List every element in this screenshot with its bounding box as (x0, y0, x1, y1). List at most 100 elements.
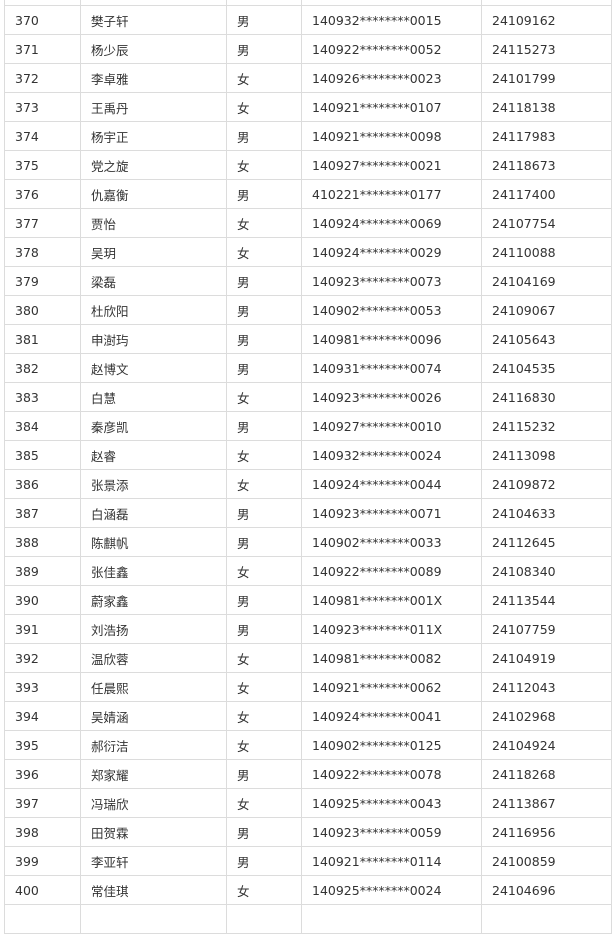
table-row: 378 吴玥女 140924********0029 24110088 (4, 237, 612, 267)
student-name: 樊子轩 (80, 5, 227, 35)
table-row: 391 刘浩扬男 140923********011X 24107759 (4, 614, 612, 644)
id-number: 140921********0107 (301, 92, 482, 122)
exam-number: 24117983 (481, 121, 612, 151)
table-row: 393 任晨熙女 140921********0062 24112043 (4, 672, 612, 702)
table-row: 394 吴婧涵女 140924********0041 24102968 (4, 701, 612, 731)
row-number: 392 (4, 643, 81, 673)
id-number: 140923********0071 (301, 498, 482, 528)
gender: 男 (226, 34, 302, 64)
row-number: 400 (4, 875, 81, 905)
student-name: 梁磊 (80, 266, 227, 296)
row-number: 391 (4, 614, 81, 644)
id-number: 140923********0059 (301, 817, 482, 847)
exam-number: 24115232 (481, 411, 612, 441)
table-row: 375 党之旋女 140927********0021 24118673 (4, 150, 612, 180)
student-name: 白涵磊 (80, 498, 227, 528)
id-number: 140925********0024 (301, 875, 482, 905)
gender: 女 (226, 556, 302, 586)
gender: 女 (226, 440, 302, 470)
student-name: 任晨熙 (80, 672, 227, 702)
exam-number: 24105643 (481, 324, 612, 354)
table-row: 370 樊子轩男 140932********0015 24109162 (4, 5, 612, 35)
student-name: 李卓雅 (80, 63, 227, 93)
row-number: 376 (4, 179, 81, 209)
exam-number: 24104633 (481, 498, 612, 528)
student-name: 党之旋 (80, 150, 227, 180)
gender: 女 (226, 208, 302, 238)
table-row: 385 赵睿女 140932********0024 24113098 (4, 440, 612, 470)
row-number: 378 (4, 237, 81, 267)
row-number: 370 (4, 5, 81, 35)
id-number: 140902********0053 (301, 295, 482, 325)
gender: 男 (226, 759, 302, 789)
gender: 男 (226, 817, 302, 847)
id-number: 140922********0052 (301, 34, 482, 64)
student-name: 郝衍洁 (80, 730, 227, 760)
exam-number: 24102968 (481, 701, 612, 731)
row-number: 386 (4, 469, 81, 499)
gender: 女 (226, 701, 302, 731)
table-row: 388 陈麒帆男 140902********0033 24112645 (4, 527, 612, 557)
gender: 男 (226, 353, 302, 383)
table-row: 379 梁磊男 140923********0073 24104169 (4, 266, 612, 296)
id-number: 140981********001X (301, 585, 482, 615)
gender: 男 (226, 266, 302, 296)
exam-number: 24104696 (481, 875, 612, 905)
table-row: 383 白慧女 140923********0026 24116830 (4, 382, 612, 412)
id-number: 140924********0044 (301, 469, 482, 499)
gender: 女 (226, 875, 302, 905)
id-number: 140902********0033 (301, 527, 482, 557)
gender: 女 (226, 150, 302, 180)
student-name: 张景添 (80, 469, 227, 499)
student-name: 温欣蓉 (80, 643, 227, 673)
row-number: 371 (4, 34, 81, 64)
row-number: 384 (4, 411, 81, 441)
gender: 男 (226, 295, 302, 325)
id-number: 140932********0015 (301, 5, 482, 35)
exam-number: 24109872 (481, 469, 612, 499)
student-name: 吴玥 (80, 237, 227, 267)
student-name: 仇嘉衡 (80, 179, 227, 209)
student-name: 赵博文 (80, 353, 227, 383)
row-number: 373 (4, 92, 81, 122)
id-number: 140926********0023 (301, 63, 482, 93)
table-row: 400 常佳琪女 140925********0024 24104696 (4, 875, 612, 905)
id-number: 140927********0010 (301, 411, 482, 441)
gender: 男 (226, 324, 302, 354)
id-number: 140927********0021 (301, 150, 482, 180)
table-row: 381 申澍玙男 140981********0096 24105643 (4, 324, 612, 354)
table-row: 376 仇嘉衡男 410221********0177 24117400 (4, 179, 612, 209)
id-number: 140924********0069 (301, 208, 482, 238)
row-number: 399 (4, 846, 81, 876)
row-number: 388 (4, 527, 81, 557)
id-number: 140923********0073 (301, 266, 482, 296)
row-number: 374 (4, 121, 81, 151)
gender: 男 (226, 411, 302, 441)
row-number: 377 (4, 208, 81, 238)
row-number: 393 (4, 672, 81, 702)
exam-number: 24112043 (481, 672, 612, 702)
table-row: 372 李卓雅女 140926********0023 24101799 (4, 63, 612, 93)
table-row-partial-bottom (4, 904, 612, 934)
gender: 男 (226, 846, 302, 876)
exam-number: 24115273 (481, 34, 612, 64)
gender: 男 (226, 614, 302, 644)
exam-number: 24113867 (481, 788, 612, 818)
id-number: 140932********0024 (301, 440, 482, 470)
gender: 女 (226, 382, 302, 412)
table-row: 382 赵博文男 140931********0074 24104535 (4, 353, 612, 383)
gender: 男 (226, 585, 302, 615)
student-name: 郑家耀 (80, 759, 227, 789)
table-row: 374 杨宇正男 140921********0098 24117983 (4, 121, 612, 151)
table-row: 398 田贺霖男 140923********0059 24116956 (4, 817, 612, 847)
row-number: 380 (4, 295, 81, 325)
id-number: 140902********0125 (301, 730, 482, 760)
exam-number: 24116830 (481, 382, 612, 412)
student-list-table: 370 樊子轩男 140932********0015 24109162 371 杨少辰男… (4, 0, 612, 934)
row-number: 379 (4, 266, 81, 296)
gender: 男 (226, 5, 302, 35)
table-row: 384 秦彦凯男 140927********0010 24115232 (4, 411, 612, 441)
table-row: 392 温欣蓉女 140981********0082 24104919 (4, 643, 612, 673)
row-number: 398 (4, 817, 81, 847)
exam-number: 24113098 (481, 440, 612, 470)
